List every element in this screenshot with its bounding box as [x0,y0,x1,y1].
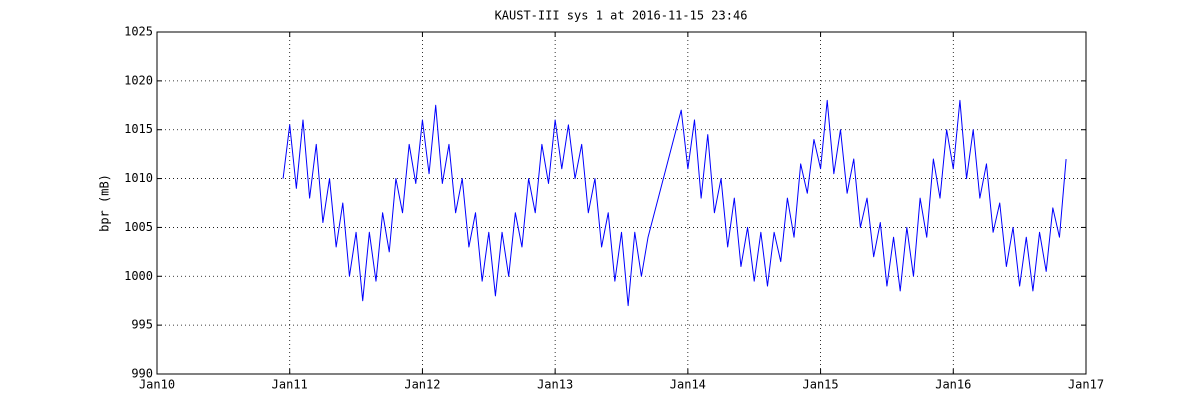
y-tick-label: 1015 [124,122,153,136]
y-tick-label: 995 [131,318,153,332]
y-tick-label: 1025 [124,25,153,39]
y-axis-label: bpr (mB) [98,174,112,232]
y-tick-label: 1005 [124,220,153,234]
chart-title: KAUST-III sys 1 at 2016-11-15 23:46 [495,9,748,23]
x-tick-label: Jan14 [670,378,706,392]
x-tick-label: Jan15 [803,378,839,392]
data-line [282,99,1067,307]
y-tick-label: 1000 [124,269,153,283]
plot-frame [156,31,1087,375]
x-tick-label: Jan10 [139,378,175,392]
y-tick-label: 1020 [124,73,153,87]
x-tick-label: Jan16 [935,378,971,392]
x-tick-label: Jan13 [537,378,573,392]
x-tick-label: Jan17 [1068,378,1104,392]
y-tick-label: 990 [131,367,153,381]
y-tick-label: 1010 [124,171,153,185]
x-tick-label: Jan11 [272,378,308,392]
x-tick-label: Jan12 [404,378,440,392]
